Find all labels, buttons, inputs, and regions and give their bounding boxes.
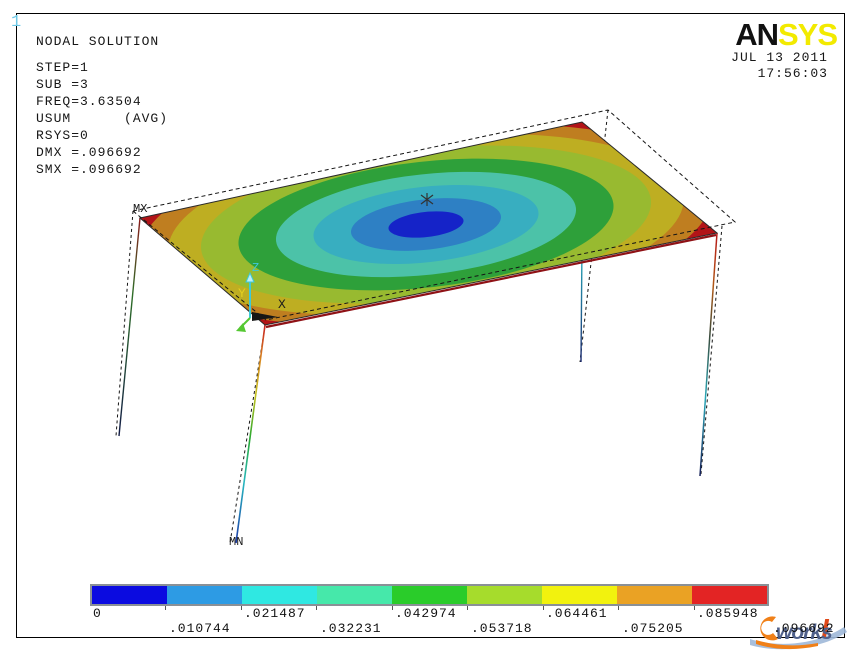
undeformed-leg-left (115, 210, 134, 437)
plate-contours (140, 122, 717, 325)
plot-time: 17:56:03 (757, 66, 828, 81)
legend-swatch-yellow (542, 586, 617, 604)
legend-value-0: 0 (93, 606, 102, 621)
legend-tick (165, 606, 166, 610)
ansys-logo-sys: SYS (777, 17, 838, 52)
ansys-logo-an: AN (735, 17, 779, 52)
legend-value-1: .010744 (169, 621, 231, 636)
legend-swatch-blue (92, 586, 167, 604)
undeformed-plate-outline (131, 109, 737, 321)
deformed-leg-right (699, 232, 718, 477)
legend-swatch-teal (317, 586, 392, 604)
legend-tick (316, 606, 317, 610)
solution-title: NODAL SOLUTION (36, 34, 160, 49)
center-marker-icon (420, 193, 434, 206)
solution-info-block: NODAL SOLUTION STEP=1 SUB =3 FREQ=3.6350… (36, 33, 168, 178)
legend-swatch-orange (617, 586, 692, 604)
triad-x-label: X (278, 297, 286, 312)
datetime-block: JUL 13 2011 17:56:03 (731, 50, 828, 82)
plate-outline (138, 121, 719, 326)
plot-date: JUL 13 2011 (731, 50, 828, 65)
legend-tick (241, 606, 242, 610)
legend-tick (467, 606, 468, 610)
triad-z-label: Z (252, 261, 259, 275)
eworks-accent (821, 619, 830, 638)
contour-legend: 0 .010744 .021487 .032231 .042974 .05371… (90, 584, 834, 636)
plot-number: 1 (11, 13, 22, 32)
eworks-watermark: works (750, 616, 847, 650)
legend-tick (392, 606, 393, 610)
legend-color-bar (90, 584, 769, 606)
legend-value-2: .021487 (244, 606, 306, 621)
eworks-e-icon (760, 616, 778, 641)
contour-band-blue (388, 211, 464, 238)
triad: Z Y X (236, 261, 286, 332)
legend-swatch-cyan (242, 586, 317, 604)
solution-quantity: USUM (AVG) (36, 111, 169, 126)
solution-dmx: DMX =.096692 (36, 145, 142, 160)
min-displacement-label: MN (229, 535, 243, 549)
legend-tick (618, 606, 619, 610)
solution-rsys: RSYS=0 (36, 128, 89, 143)
legend-swatch-yellowgreen (467, 586, 542, 604)
legend-tick (543, 606, 544, 610)
solution-frequency: FREQ=3.63504 (36, 94, 142, 109)
ansys-logo: ANSYS (735, 17, 838, 52)
deformed-leg-front (235, 324, 266, 544)
eworks-swoosh (750, 627, 847, 650)
undeformed-leg-right (700, 225, 723, 475)
triad-y-label: Y (238, 286, 246, 301)
max-displacement-label: MX (133, 202, 147, 216)
legend-value-8: .085948 (697, 606, 759, 621)
deformed-leg-left (118, 217, 141, 437)
legend-swatch-green (392, 586, 467, 604)
legend-tick (694, 606, 695, 610)
legend-value-7: .075205 (622, 621, 684, 636)
triad-y-arrowhead-icon (236, 323, 246, 332)
triad-x-arrow-icon (252, 312, 278, 321)
solution-smx: SMX =.096692 (36, 162, 142, 177)
triad-z-arrowhead-icon (245, 271, 255, 283)
eworks-e-tail (756, 640, 818, 650)
legend-value-4: .042974 (395, 606, 457, 621)
viewport-frame (16, 13, 845, 638)
plate-edge-thickness (265, 233, 717, 329)
eworks-text: works (776, 621, 832, 644)
legend-value-9: .096692 (773, 621, 835, 636)
solution-step: STEP=1 (36, 60, 89, 75)
legend-swatch-red (692, 586, 767, 604)
solution-substep: SUB =3 (36, 77, 89, 92)
legend-value-5: .053718 (471, 621, 533, 636)
legend-value-6: .064461 (546, 606, 608, 621)
legend-value-3: .032231 (320, 621, 382, 636)
legend-swatch-lightblue (167, 586, 242, 604)
